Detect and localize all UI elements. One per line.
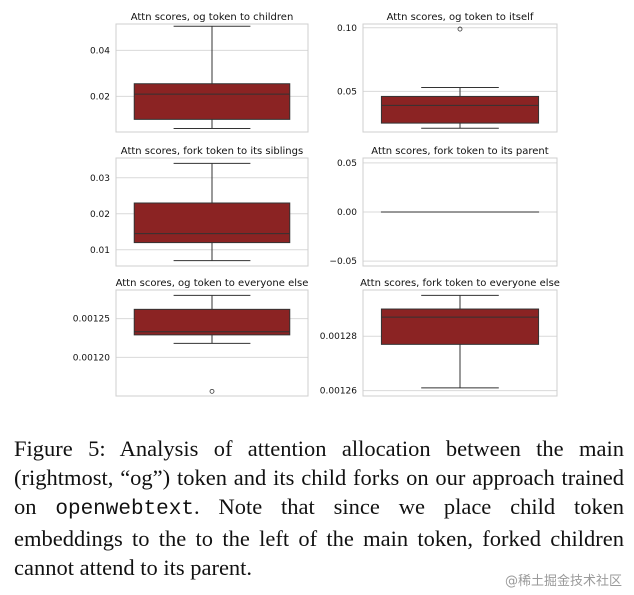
panel-frame xyxy=(115,289,309,397)
panel-frame xyxy=(362,157,558,267)
panel-6: Attn scores, fork token to everyone else… xyxy=(320,278,560,397)
y-tick-label: 0.03 xyxy=(90,174,110,184)
panel-title: Attn scores, fork token to its parent xyxy=(371,146,548,157)
outlier-point xyxy=(457,26,463,32)
iqr-box xyxy=(133,202,291,244)
panel-3: Attn scores, fork token to its siblings 0… xyxy=(90,146,309,267)
outlier-point xyxy=(209,388,215,394)
panel-frame xyxy=(362,23,558,133)
boxplot-grid: Attn scores, og token to children 0.02 0.0… xyxy=(73,12,560,397)
caption-code-openwebtext: openwebtext xyxy=(55,498,194,521)
panel-4: Attn scores, fork token to its parent −0.… xyxy=(329,146,558,267)
iqr-box xyxy=(133,308,291,336)
panel-frame xyxy=(115,157,309,267)
panel-title: Attn scores, og token to everyone else xyxy=(116,278,309,289)
panel-1: Attn scores, og token to children 0.02 0.0… xyxy=(90,12,309,133)
figure-caption: Figure 5: Analysis of attention allocati… xyxy=(14,434,624,582)
panel-title: Attn scores, fork token to everyone else xyxy=(360,278,560,289)
panel-title: Attn scores, fork token to its siblings xyxy=(121,146,303,157)
iqr-box xyxy=(380,308,540,345)
y-tick-label: 0.02 xyxy=(90,92,110,102)
iqr-box xyxy=(133,83,291,120)
caption-text-before: Figure 5: Analysis of attention allocati… xyxy=(14,436,624,519)
iqr-box xyxy=(380,95,540,124)
caption-text-after: . Note that since we place child token e… xyxy=(14,494,624,580)
panel-5: Attn scores, og token to everyone else 0.… xyxy=(73,278,309,397)
panel-2: Attn scores, og token to itself 0.05 0.10 xyxy=(337,12,558,133)
y-tick-label: 0.00120 xyxy=(73,353,110,363)
y-tick-label: 0.00 xyxy=(337,208,357,218)
y-tick-label: 0.00125 xyxy=(73,315,110,325)
panel-title: Attn scores, og token to itself xyxy=(387,12,534,23)
y-tick-label: 0.05 xyxy=(337,87,357,97)
panel-frame xyxy=(362,289,558,397)
y-tick-label: 0.00128 xyxy=(320,332,357,342)
panel-title: Attn scores, og token to children xyxy=(131,12,294,23)
y-tick-label: 0.05 xyxy=(337,159,357,169)
y-tick-label: −0.05 xyxy=(329,257,357,267)
y-tick-label: 0.01 xyxy=(90,246,110,256)
y-tick-label: 0.04 xyxy=(90,46,110,56)
y-tick-label: 0.02 xyxy=(90,210,110,220)
panel-frame xyxy=(115,23,309,133)
watermark-text: @稀土掘金技术社区 xyxy=(504,574,622,589)
y-tick-label: 0.00126 xyxy=(320,387,357,397)
y-tick-label: 0.10 xyxy=(337,24,357,34)
